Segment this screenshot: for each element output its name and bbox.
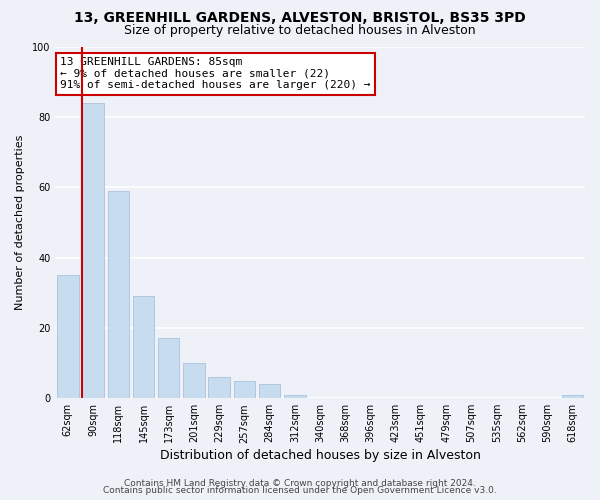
Text: Contains HM Land Registry data © Crown copyright and database right 2024.: Contains HM Land Registry data © Crown c… xyxy=(124,478,476,488)
X-axis label: Distribution of detached houses by size in Alveston: Distribution of detached houses by size … xyxy=(160,450,481,462)
Bar xyxy=(233,380,255,398)
Y-axis label: Number of detached properties: Number of detached properties xyxy=(15,134,25,310)
Bar xyxy=(183,363,205,398)
Bar xyxy=(107,190,129,398)
Bar xyxy=(208,377,230,398)
Bar xyxy=(562,394,583,398)
Text: Contains public sector information licensed under the Open Government Licence v3: Contains public sector information licen… xyxy=(103,486,497,495)
Bar xyxy=(284,394,305,398)
Text: 13, GREENHILL GARDENS, ALVESTON, BRISTOL, BS35 3PD: 13, GREENHILL GARDENS, ALVESTON, BRISTOL… xyxy=(74,11,526,25)
Bar xyxy=(133,296,154,398)
Text: 13 GREENHILL GARDENS: 85sqm
← 9% of detached houses are smaller (22)
91% of semi: 13 GREENHILL GARDENS: 85sqm ← 9% of deta… xyxy=(61,57,371,90)
Bar xyxy=(259,384,280,398)
Bar xyxy=(57,275,79,398)
Text: Size of property relative to detached houses in Alveston: Size of property relative to detached ho… xyxy=(124,24,476,37)
Bar xyxy=(82,103,104,398)
Bar xyxy=(158,338,179,398)
